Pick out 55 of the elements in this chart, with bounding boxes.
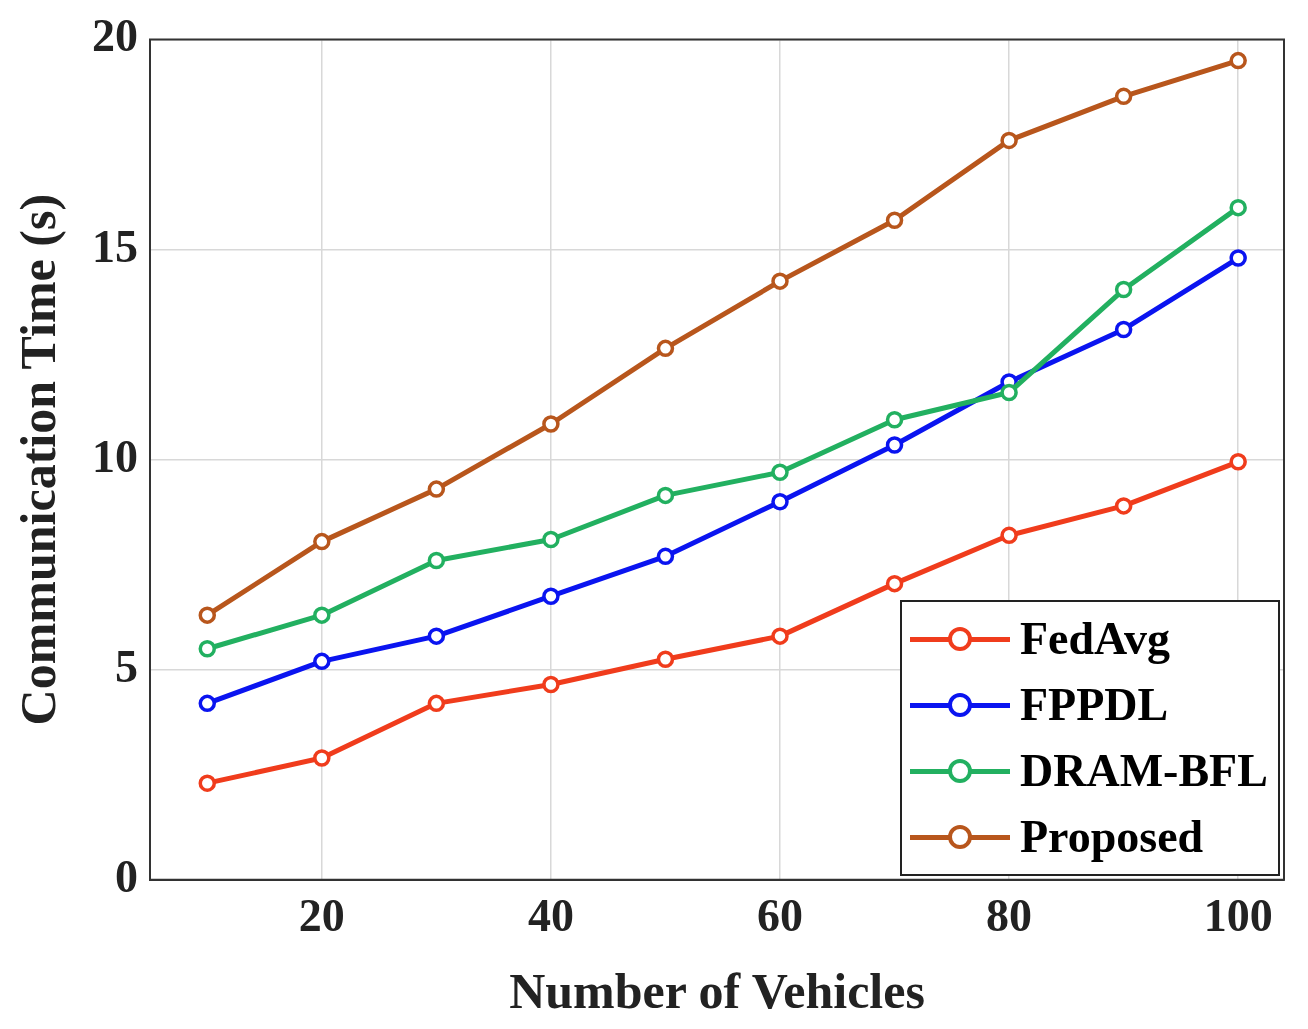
x-tick-label: 80 xyxy=(986,890,1033,942)
legend-label: FPPDL xyxy=(1020,678,1169,732)
point xyxy=(771,627,789,645)
legend-label: DRAM-BFL xyxy=(1020,744,1268,798)
legend-label: FedAvg xyxy=(1020,612,1170,666)
point xyxy=(542,415,560,433)
point xyxy=(427,694,446,713)
point xyxy=(656,650,675,668)
x-tick-label: 40 xyxy=(527,890,574,942)
point xyxy=(771,492,789,511)
y-tick-label: 0 xyxy=(115,850,138,902)
point xyxy=(427,627,446,645)
point xyxy=(1114,497,1133,515)
x-tick-label: 100 xyxy=(1203,890,1273,942)
point xyxy=(198,694,217,713)
point xyxy=(885,574,904,593)
y-tick-label: 5 xyxy=(115,640,138,692)
point xyxy=(313,652,331,671)
point xyxy=(1114,320,1133,339)
point xyxy=(1000,131,1018,150)
legend-label: Proposed xyxy=(1020,810,1204,864)
y-tick-label: 20 xyxy=(92,10,138,62)
point xyxy=(1229,51,1247,70)
y-tick-label: 15 xyxy=(92,220,138,272)
point xyxy=(771,463,789,482)
point xyxy=(1000,526,1018,545)
point xyxy=(885,411,904,429)
point xyxy=(1114,87,1133,106)
point xyxy=(1114,280,1133,299)
point xyxy=(542,587,560,605)
point xyxy=(542,530,560,549)
point xyxy=(427,480,446,498)
x-tick-label: 60 xyxy=(757,890,803,942)
point xyxy=(198,640,217,658)
point xyxy=(656,547,675,566)
y-axis-title: Communication Time (s) xyxy=(9,193,66,726)
point xyxy=(198,606,217,624)
point xyxy=(427,551,446,570)
point xyxy=(656,486,675,505)
x-axis-title: Number of Vehicles xyxy=(509,962,925,1019)
point xyxy=(885,436,904,454)
point xyxy=(771,272,789,290)
point xyxy=(656,339,675,358)
point xyxy=(313,749,331,767)
point xyxy=(198,774,217,792)
point xyxy=(1000,383,1018,402)
point xyxy=(1229,249,1247,267)
x-tick-label: 20 xyxy=(298,890,345,942)
point xyxy=(1229,453,1247,471)
point xyxy=(313,606,331,624)
y-tick-label: 10 xyxy=(92,430,138,482)
point xyxy=(542,675,560,694)
point xyxy=(313,532,331,551)
point xyxy=(885,211,904,229)
point xyxy=(1229,198,1247,217)
